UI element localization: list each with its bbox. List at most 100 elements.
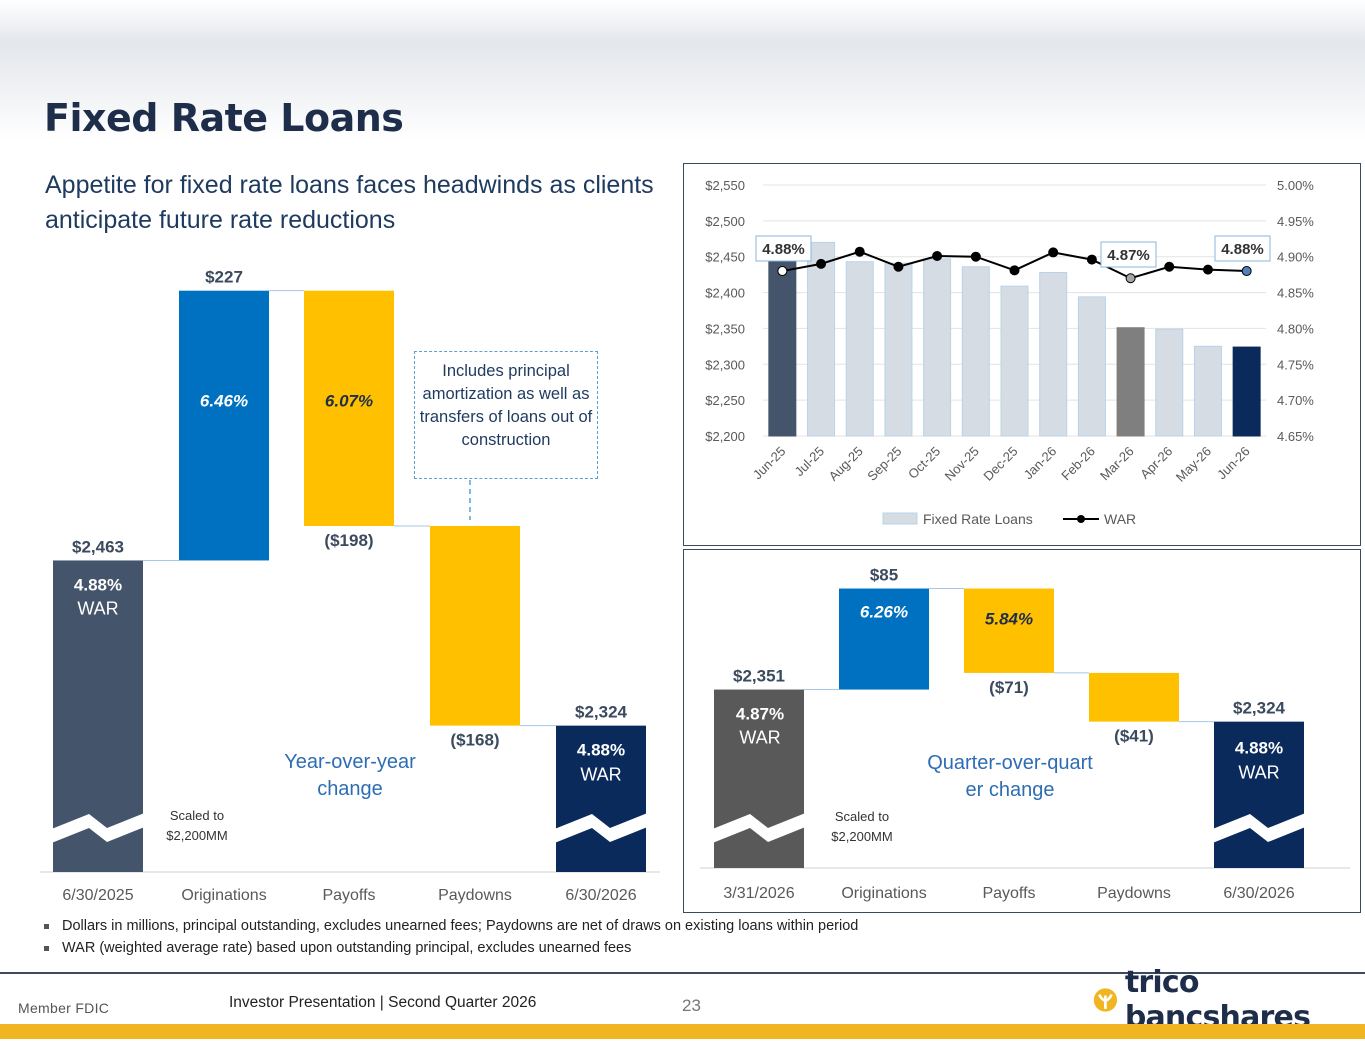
scale-note: Scaled to: [170, 808, 224, 823]
war-label-end: WAR: [580, 765, 621, 785]
scale-note: Scaled to: [835, 809, 889, 824]
monthly-bar: [1077, 296, 1106, 437]
war-data-label-box: [755, 235, 812, 262]
x-tick-label: Feb-26: [1058, 444, 1098, 484]
value-label-originations: $85: [870, 566, 898, 585]
war-data-label: 4.88%: [762, 241, 805, 258]
logo-emblem-icon: [1093, 988, 1118, 1012]
category-label: 6/30/2026: [1223, 885, 1294, 902]
y-right-tick-label: 4.80%: [1277, 321, 1314, 336]
bar-paydowns: [1089, 672, 1179, 722]
bar-paydowns: [430, 525, 520, 726]
footnote-2: WAR (weighted average rate) based upon o…: [44, 940, 858, 956]
war-point: [932, 250, 943, 261]
war-label-start: WAR: [77, 598, 118, 618]
footer-bar: [0, 1024, 1365, 1039]
y-left-tick-label: $2,250: [705, 393, 745, 408]
chart-change-label: Year-over-year: [284, 751, 416, 773]
war-point: [777, 266, 788, 277]
monthly-bar: [1232, 346, 1261, 437]
war-point: [893, 261, 904, 272]
rate-label-end: 4.88%: [577, 741, 625, 760]
x-tick-label: Mar-26: [1097, 444, 1137, 484]
y-left-tick-label: $2,200: [705, 429, 745, 444]
category-label: 6/30/2026: [565, 887, 636, 904]
y-right-tick-label: 5.00%: [1277, 178, 1314, 193]
value-label-start: $2,463: [72, 537, 124, 556]
footnotes: Dollars in millions, principal outstandi…: [44, 918, 858, 962]
monthly-bar: [1193, 345, 1222, 437]
x-tick-label: Jul-25: [792, 444, 828, 480]
axis-break-icon: [710, 812, 808, 844]
war-point: [1241, 266, 1252, 277]
war-point: [854, 246, 865, 257]
war-label-end: WAR: [1238, 763, 1279, 783]
bar-originations: [179, 290, 269, 561]
category-label: 3/31/2026: [723, 885, 794, 902]
value-label-payoffs: ($198): [324, 531, 373, 550]
war-point: [1048, 247, 1059, 258]
x-tick-label: Oct-25: [905, 444, 943, 482]
war-point: [1202, 264, 1213, 275]
x-tick-label: May-26: [1173, 444, 1214, 485]
scale-note: $2,200MM: [831, 829, 892, 844]
rate-label-end: 4.88%: [1235, 739, 1283, 758]
y-right-tick-label: 4.75%: [1277, 357, 1314, 372]
x-tick-label: Apr-26: [1137, 444, 1175, 482]
bar-end: [1214, 721, 1304, 868]
legend-point-swatch: [1077, 515, 1085, 523]
monthly-bar: [1116, 327, 1145, 437]
legend-label-fixed-rate-loans: Fixed Rate Loans: [923, 511, 1033, 527]
bar-start: [714, 689, 804, 868]
x-tick-label: Aug-25: [826, 444, 866, 484]
monthly-bar: [923, 258, 952, 437]
value-label-start: $2,351: [733, 667, 785, 686]
axis-break-icon: [49, 812, 147, 844]
x-tick-label: Jan-26: [1021, 444, 1060, 483]
presentation-label: Investor Presentation | Second Quarter 2…: [229, 994, 537, 1011]
chart-change-label: er change: [966, 779, 1055, 801]
company-logo: trico bancshares: [1092, 965, 1365, 1035]
value-label-originations: $227: [205, 268, 243, 287]
rate-label-originations: 6.26%: [860, 603, 908, 622]
bar-end: [556, 725, 646, 872]
bar-originations: [839, 588, 929, 690]
x-tick-label: Dec-25: [980, 444, 1020, 484]
x-tick-label: Jun-25: [750, 444, 789, 483]
chart-change-label: change: [317, 778, 383, 800]
chart-change-label: Quarter-over-quart: [927, 752, 1093, 774]
value-label-paydowns: ($41): [1114, 727, 1154, 746]
y-right-tick-label: 4.70%: [1277, 393, 1314, 408]
y-right-tick-label: 4.85%: [1277, 286, 1314, 301]
category-label: Payoffs: [982, 885, 1035, 902]
y-right-tick-label: 4.95%: [1277, 214, 1314, 229]
monthly-bar: [807, 241, 836, 437]
y-left-tick-label: $2,500: [705, 214, 745, 229]
category-label: Paydowns: [438, 887, 512, 904]
war-data-label-box: [1100, 241, 1157, 268]
rate-label-start: 4.88%: [74, 575, 122, 594]
page-title: Fixed Rate Loans: [44, 96, 404, 140]
category-label: Payoffs: [322, 887, 375, 904]
y-right-tick-label: 4.65%: [1277, 429, 1314, 444]
category-label: Paydowns: [1097, 885, 1171, 902]
x-tick-label: Jun-26: [1214, 444, 1253, 483]
monthly-bar: [884, 262, 913, 437]
rate-label-originations: 6.46%: [200, 392, 248, 411]
x-tick-label: Sep-25: [864, 444, 904, 484]
legend-label-war: WAR: [1104, 511, 1136, 527]
bar-payoffs: [964, 588, 1054, 673]
axis-break-icon: [552, 812, 650, 844]
category-label: 6/30/2025: [62, 887, 133, 904]
value-label-end: $2,324: [1233, 699, 1286, 718]
category-label: Originations: [841, 885, 926, 902]
scale-note: $2,200MM: [166, 828, 227, 843]
rate-label-start: 4.87%: [736, 705, 784, 724]
war-data-label-box: [1214, 235, 1271, 262]
value-label-payoffs: ($71): [989, 678, 1029, 697]
war-point: [1086, 254, 1097, 265]
rate-label-payoffs: 5.84%: [985, 610, 1033, 629]
monthly-bar: [845, 261, 874, 437]
war-data-label: 4.87%: [1107, 247, 1150, 264]
